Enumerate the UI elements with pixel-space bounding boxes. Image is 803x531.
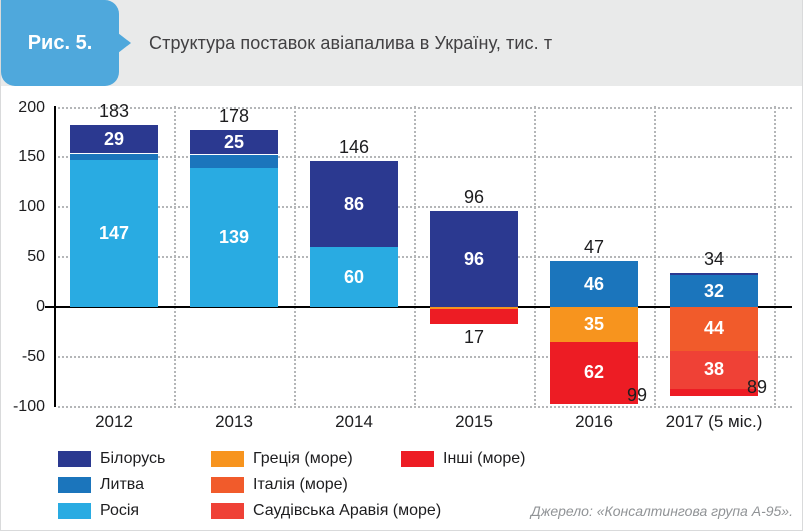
- zero-tick-mark: [45, 306, 54, 308]
- x-axis-label: 2015: [455, 412, 493, 431]
- x-axis-label: 2017 (5 міс.): [665, 412, 763, 431]
- bar-total-label: 183: [98, 100, 130, 121]
- legend-label-russia: Росія: [100, 502, 140, 519]
- bar-below-label: 17: [463, 326, 485, 347]
- bar-segment-other: [430, 308, 518, 324]
- legend-label-saudi: Саудівська Аравія (море): [253, 502, 442, 519]
- gridline-vertical: [654, 106, 656, 405]
- figure-number-badge: Рис. 5.: [1, 0, 119, 86]
- y-axis-tick-label: 0: [36, 298, 45, 315]
- bar-segment-russia: 139: [190, 168, 278, 307]
- figure-header-band: Рис. 5. Структура поставок авіапалива в …: [1, 0, 802, 86]
- bar-segment-lithuania: 46: [550, 261, 638, 307]
- bar-segment-saudi: 38: [670, 350, 758, 389]
- gridline-vertical: [414, 106, 416, 405]
- legend-label-belarus: Білорусь: [100, 450, 166, 467]
- source-caption: Джерело: «Консалтингова група А-95».: [530, 503, 793, 519]
- y-axis-tick-label: -50: [21, 347, 45, 365]
- bar-total-label: 47: [583, 237, 605, 258]
- legend-swatch-saudi: [211, 503, 244, 519]
- y-axis-line: [54, 106, 56, 407]
- bar-segment-greece: [430, 307, 518, 309]
- legend-swatch-greece: [211, 451, 244, 467]
- gridline-horizontal: [58, 405, 792, 408]
- gridline-horizontal: [58, 156, 792, 159]
- x-axis-label: 2016: [575, 412, 613, 431]
- bar-segment-greece: 35: [550, 307, 638, 342]
- bar-below-label: 89: [747, 376, 768, 397]
- bar-segment-belarus: 25: [190, 129, 278, 155]
- legend-label-italy: Італія (море): [253, 476, 348, 493]
- y-axis-tick-label: 100: [18, 198, 45, 216]
- gridline-vertical: [294, 106, 296, 405]
- bar-total-label: 96: [463, 187, 485, 208]
- y-axis-tick-label: 200: [18, 98, 45, 116]
- legend-swatch-lithuania: [58, 477, 91, 493]
- gridline-vertical: [534, 106, 536, 405]
- y-axis-tick-label: 150: [18, 148, 45, 166]
- bar-segment-lithuania: 32: [670, 275, 758, 307]
- bar-segment-other: 62: [550, 341, 638, 404]
- x-axis-label: 2013: [215, 412, 253, 431]
- bar-segment-lithuania: [70, 153, 158, 161]
- gridline-horizontal: [58, 256, 792, 259]
- legend-label-greece: Греція (море): [253, 450, 353, 467]
- bar-segment-russia: 147: [70, 160, 158, 307]
- bar-below-label: 99: [627, 384, 648, 405]
- legend-label-lithuania: Литва: [100, 476, 144, 493]
- legend-swatch-belarus: [58, 451, 91, 467]
- y-axis-tick-label: -100: [12, 397, 45, 415]
- bar-segment-russia: 60: [310, 247, 398, 307]
- bar-segment-other: [670, 388, 758, 396]
- badge-arrow-icon: [118, 33, 131, 53]
- gridline-horizontal: [58, 355, 792, 358]
- stacked-bar-chart: 200 150 100 50 0 -50 -100 147 29 183 2012 139 25 178 2…: [1, 86, 802, 530]
- bar-segment-belarus: 96: [430, 211, 518, 307]
- x-axis-label: 2012: [95, 412, 133, 431]
- gridline-horizontal: [58, 206, 792, 209]
- bar-total-label: 178: [218, 105, 250, 126]
- bar-segment-lithuania: [190, 154, 278, 169]
- bar-segment-belarus: 86: [310, 161, 398, 248]
- legend-swatch-other: [401, 451, 434, 467]
- legend-swatch-italy: [211, 477, 244, 493]
- bar-segment-belarus: [670, 273, 758, 276]
- bar-segment-belarus: 29: [70, 124, 158, 154]
- bar-total-label: 146: [338, 137, 370, 158]
- figure-title: Структура поставок авіапалива в Україну,…: [149, 32, 553, 53]
- legend-swatch-russia: [58, 503, 91, 519]
- y-axis-tick-label: 50: [27, 248, 45, 266]
- bar-total-label: 34: [703, 249, 725, 270]
- gridline-horizontal: [58, 106, 792, 109]
- bar-segment-italy: 44: [670, 307, 758, 351]
- x-axis-label: 2014: [335, 412, 373, 431]
- gridline-vertical: [174, 106, 176, 405]
- zero-baseline: [54, 306, 792, 308]
- legend-label-other: Інші (море): [443, 450, 526, 467]
- gridline-vertical: [774, 106, 776, 405]
